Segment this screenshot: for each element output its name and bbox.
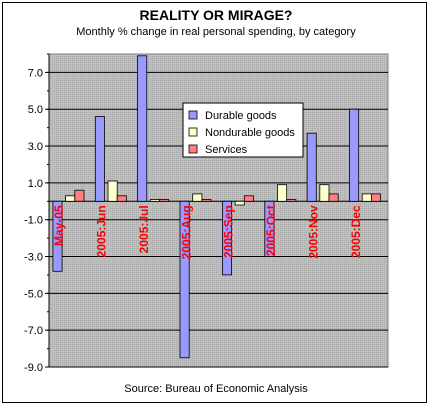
x-tick-label: 2005:Oct	[264, 205, 278, 256]
bar	[370, 193, 381, 202]
y-tick-label: -7.0	[24, 325, 43, 337]
legend-label: Durable goods	[205, 110, 277, 122]
x-tick-label: May-05	[52, 205, 66, 246]
bar	[94, 116, 105, 202]
bar	[277, 184, 288, 202]
bar	[149, 199, 160, 202]
x-tick-label: 2005:Jul	[137, 205, 151, 253]
chart-title: REALITY OR MIRAGE?	[139, 7, 293, 23]
chart-source: Source: Bureau of Economic Analysis	[124, 383, 308, 395]
bar	[107, 180, 118, 202]
bar	[192, 193, 203, 202]
bar	[306, 132, 317, 202]
y-tick-label: -5.0	[24, 288, 43, 300]
y-tick-label: 5.0	[28, 104, 43, 116]
bar	[65, 195, 76, 202]
legend-swatch	[188, 144, 198, 154]
bar	[201, 199, 212, 202]
y-tick-label: -1.0	[24, 215, 43, 227]
bar	[179, 200, 190, 359]
x-tick-label: 2005:Aug	[179, 205, 193, 259]
legend-swatch	[188, 127, 198, 137]
bar	[159, 199, 170, 202]
bar	[234, 200, 245, 206]
bar	[286, 199, 297, 202]
x-tick-label: 2005:Sep	[222, 205, 236, 258]
bar	[243, 195, 254, 202]
bar	[319, 184, 330, 202]
x-tick-label: 2005:Dec	[349, 205, 363, 258]
x-tick-label: 2005:Nov	[306, 205, 320, 259]
bar	[361, 193, 372, 202]
y-tick-label: 3.0	[28, 141, 43, 153]
bar	[116, 195, 127, 202]
legend-swatch	[188, 110, 198, 120]
bar	[349, 108, 360, 202]
bar	[221, 200, 232, 276]
y-tick-label: -3.0	[24, 252, 43, 264]
bar	[52, 200, 63, 272]
bar	[264, 200, 275, 257]
y-tick-label: -9.0	[24, 362, 43, 374]
bar	[74, 189, 85, 202]
bar	[137, 55, 148, 202]
legend	[182, 102, 304, 158]
y-tick-label: 7.0	[28, 67, 43, 79]
x-tick-label: 2005:Jun	[95, 205, 109, 257]
legend-label: Services	[205, 144, 248, 156]
bar	[328, 193, 339, 202]
chart-subtitle: Monthly % change in real personal spendi…	[76, 26, 356, 38]
y-tick-label: 1.0	[28, 178, 43, 190]
legend-label: Nondurable goods	[205, 127, 295, 139]
